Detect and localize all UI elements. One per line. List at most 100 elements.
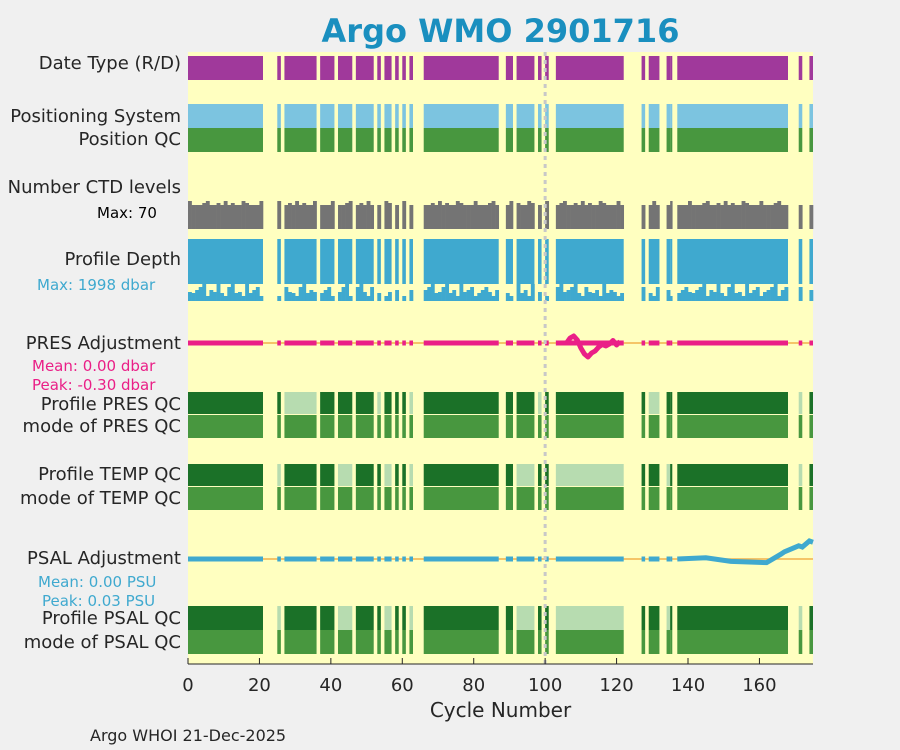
positioning-bar-4 [338, 104, 353, 128]
mode-psal-qc-bar-0 [188, 630, 263, 654]
ctd-level-bar-1 [191, 205, 196, 229]
profile-depth-block-4 [338, 239, 353, 284]
mode-pres-qc-bar-2 [284, 415, 317, 438]
ctd-level-bar-132 [773, 203, 778, 229]
ctd-level-bar-37 [345, 203, 350, 229]
mode-temp-qc-bar-4 [338, 487, 353, 510]
profile-depth-tick-34 [330, 296, 335, 301]
position-qc-bar-16 [555, 128, 624, 152]
mode-temp-qc-bar-14 [538, 487, 542, 510]
positioning-bar-13 [516, 104, 535, 128]
profile-depth-tick-30 [313, 292, 317, 301]
position-qc-bar-1 [277, 128, 281, 152]
date-type-bar-13 [516, 56, 535, 80]
profile-depth-tick-76 [527, 296, 532, 301]
profile-depth-tick-12 [230, 284, 235, 301]
position-qc-bar-4 [338, 128, 353, 152]
ctd-level-bar-137 [809, 205, 814, 229]
ctd-level-bar-9 [220, 205, 225, 229]
mode-psal-qc-bar-1 [277, 630, 281, 654]
ctd-level-bar-89 [588, 203, 592, 229]
position-qc-bar-14 [538, 128, 542, 152]
ctd-level-bar-124 [745, 203, 750, 229]
ctd-level-bar-78 [538, 205, 542, 229]
profile-psal-qc-bar-17 [641, 606, 646, 630]
ctd-level-bar-136 [798, 205, 803, 229]
profile-depth-tick-79 [545, 296, 550, 301]
profile-depth-tick-20 [259, 296, 264, 301]
ctd-level-bar-23 [288, 203, 292, 229]
profile-depth-tick-26 [298, 287, 303, 301]
mode-temp-qc-bar-20 [670, 487, 673, 510]
profile-pres-qc-bar-3 [320, 392, 335, 414]
profile-psal-qc-bar-9 [402, 606, 406, 630]
profile-depth-tick-113 [705, 296, 710, 301]
positioning-bar-0 [188, 104, 263, 128]
profile-pres-qc-bar-20 [670, 392, 673, 414]
ctd-level-bar-66 [480, 205, 485, 229]
ctd-level-bar-79 [545, 201, 550, 229]
ctd-level-bar-129 [763, 205, 767, 229]
ctd-level-bar-65 [477, 205, 482, 229]
profile-depth-block-20 [670, 239, 673, 284]
position-qc-bar-18 [648, 128, 660, 152]
ctd-level-bar-42 [366, 201, 371, 229]
profile-depth-tick-63 [470, 287, 475, 301]
pres-mean-text: Mean: 0.00 dbar [32, 357, 156, 375]
psal-mean-text: Mean: 0.00 PSU [38, 573, 157, 591]
profile-pres-qc-bar-15 [545, 392, 549, 414]
mode-temp-qc-bar-11 [423, 487, 499, 510]
x-tick-label-2: 40 [319, 675, 342, 696]
ctd-level-bar-72 [509, 201, 514, 229]
mode-psal-qc-bar-6 [377, 630, 381, 654]
psal-peak-text: Peak: 0.03 PSU [42, 592, 156, 610]
ctd-level-bar-80 [555, 205, 560, 229]
ctd-level-bar-103 [666, 205, 671, 229]
profile-depth-tick-73 [516, 284, 521, 301]
profile-depth-tick-17 [248, 293, 253, 301]
date-type-bar-12 [505, 56, 513, 80]
profile-pres-qc-bar-11 [423, 392, 499, 414]
ctd-level-bar-59 [455, 201, 460, 229]
ctd-level-bar-114 [709, 205, 714, 229]
date-type-bar-8 [395, 56, 399, 80]
profile-depth-tick-52 [430, 284, 435, 301]
profile-depth-tick-74 [520, 293, 525, 301]
profile-depth-tick-98 [620, 293, 625, 301]
profile-depth-tick-21 [277, 296, 282, 301]
mode-pres-qc-bar-16 [555, 415, 624, 438]
profile-depth-tick-43 [370, 287, 375, 301]
profile-depth-tick-87 [580, 296, 585, 301]
profile-temp-qc-bar-18 [648, 464, 660, 486]
position-qc-bar-9 [402, 128, 406, 152]
profile-psal-qc-bar-22 [798, 606, 803, 630]
mode-pres-qc-bar-17 [641, 415, 646, 438]
ctd-level-bar-5 [205, 201, 210, 229]
profile-pres-qc-bar-0 [188, 392, 263, 414]
profile-psal-qc-bar-23 [809, 606, 813, 630]
profile-temp-qc-bar-21 [677, 464, 788, 486]
profile-temp-qc-bar-8 [395, 464, 399, 486]
profile-depth-tick-128 [759, 296, 764, 301]
ctd-level-bar-58 [452, 205, 457, 229]
date-type-bar-19 [666, 56, 671, 80]
ctd-level-bar-2 [195, 205, 200, 229]
profile-depth-tick-11 [227, 287, 232, 301]
mode-temp-qc-bar-3 [320, 487, 335, 510]
profile-depth-tick-6 [209, 290, 214, 301]
profile-depth-tick-117 [720, 293, 725, 301]
x-tick-label-3: 60 [391, 675, 414, 696]
positioning-bar-20 [670, 104, 673, 128]
profile-depth-tick-102 [655, 287, 660, 301]
mode-pres-qc-bar-19 [666, 415, 671, 438]
profile-depth-tick-130 [766, 290, 771, 301]
ctd-level-bar-15 [241, 201, 246, 229]
ctd-level-bar-128 [759, 201, 764, 229]
profile-depth-block-23 [809, 239, 813, 284]
label-mode-psal-qc: mode of PSAL QC [23, 632, 181, 653]
profile-depth-tick-122 [738, 292, 742, 301]
profile-psal-qc-bar-19 [666, 606, 671, 630]
ctd-level-bar-39 [355, 205, 360, 229]
profile-depth-block-9 [402, 239, 406, 284]
profile-depth-tick-106 [680, 290, 685, 301]
